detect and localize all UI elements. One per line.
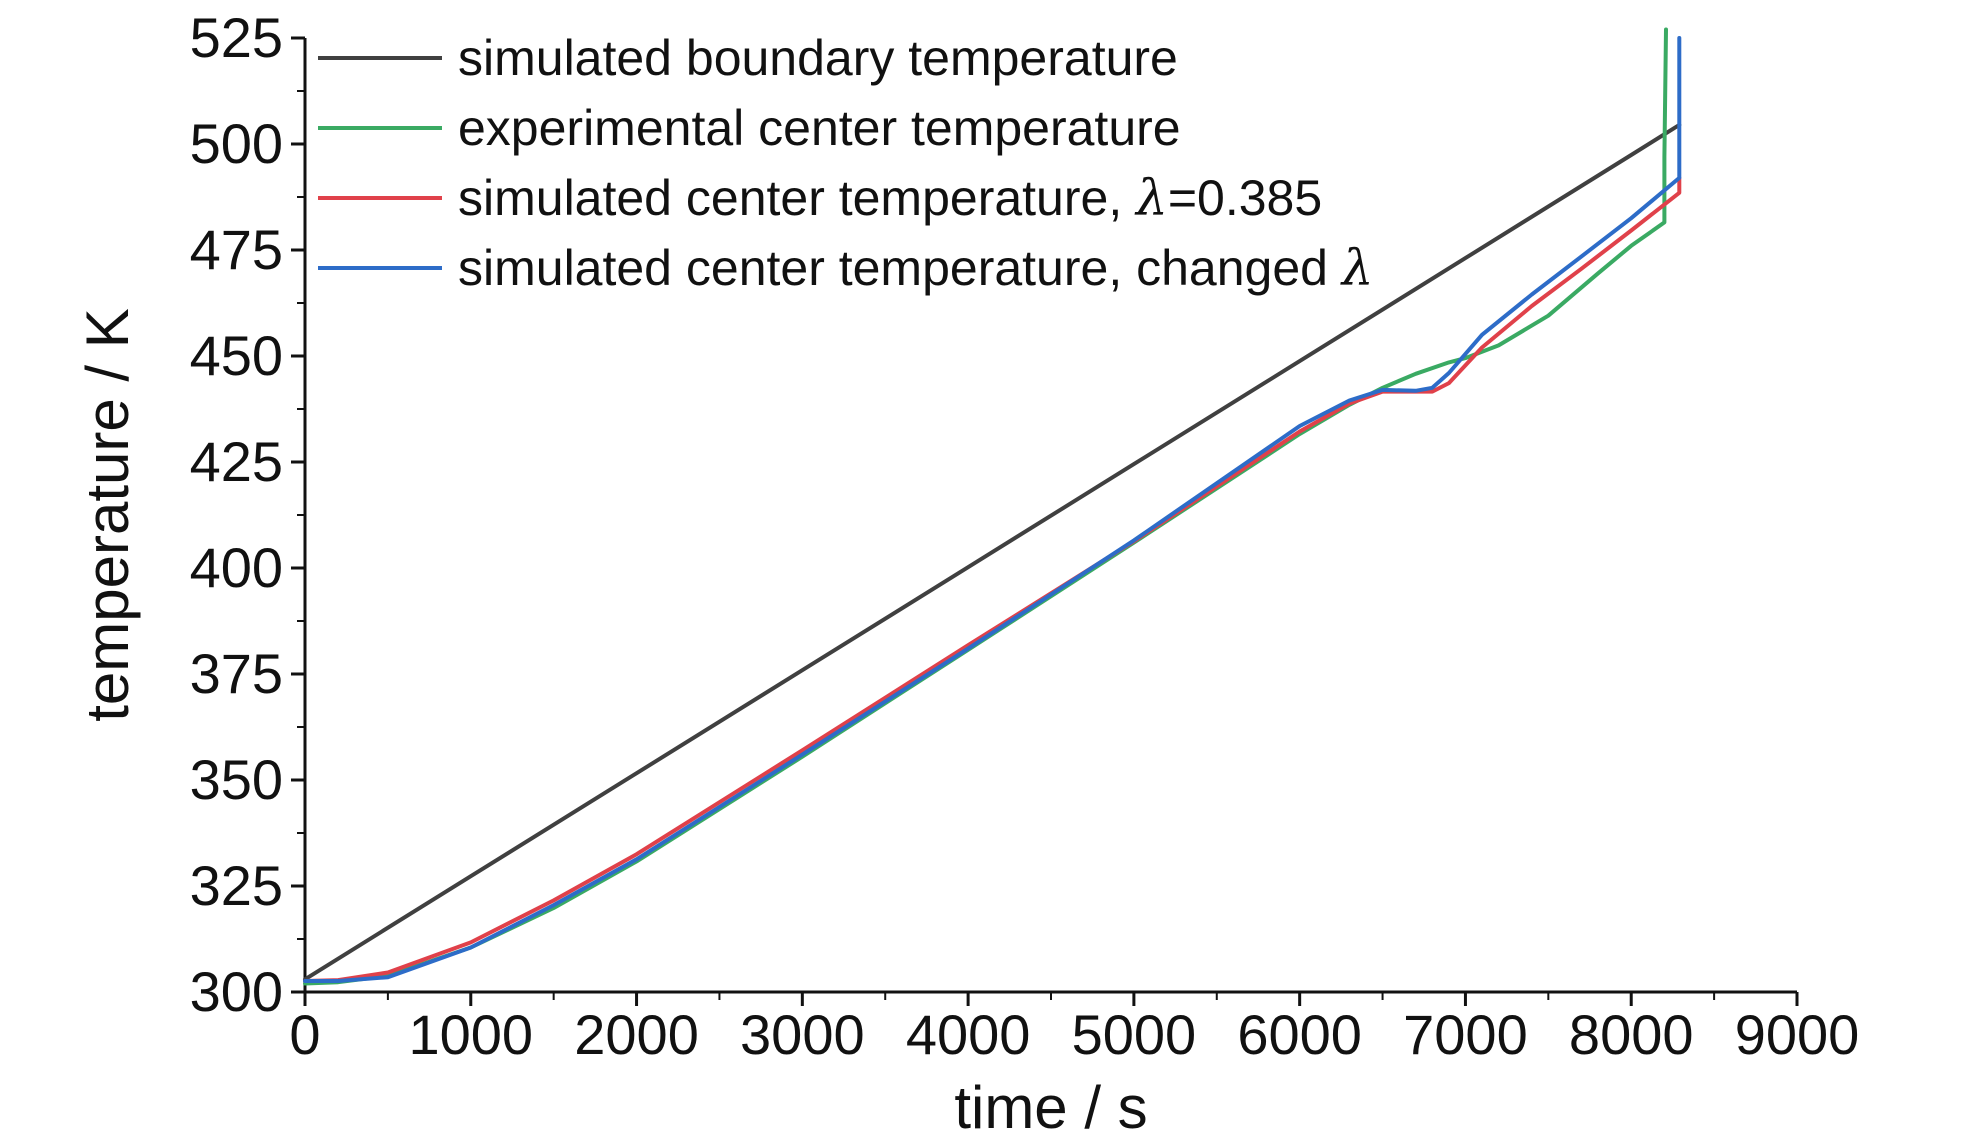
y-tick-label: 300: [190, 960, 283, 1023]
y-tick-label: 500: [190, 112, 283, 175]
y-tick-label: 400: [190, 536, 283, 599]
x-tick-label: 0: [289, 1003, 320, 1066]
series-line-3: [303, 175, 1682, 983]
x-tick-label: 6000: [1237, 1003, 1362, 1066]
x-ticks: 0 1000 2000 3000 4000 5000 6000 7000 8000 9000: [289, 992, 1859, 1066]
y-axis-title: temperature / K: [74, 308, 141, 722]
x-tick-label: 1000: [408, 1003, 533, 1066]
x-tick-label: 2000: [574, 1003, 699, 1066]
series-lines: [303, 27, 1682, 986]
y-tick-label: 375: [190, 642, 283, 705]
x-tick-label: 5000: [1072, 1003, 1197, 1066]
legend-label: simulated center temperature, λ=0.385: [458, 169, 1322, 227]
y-tick-label: 525: [190, 6, 283, 69]
y-ticks: 300 325 350 375 400 425 450 475 500 525: [190, 6, 305, 1023]
x-tick-label: 4000: [906, 1003, 1031, 1066]
legend-label: experimental center temperature: [458, 100, 1181, 156]
x-tick-label: 3000: [740, 1003, 865, 1066]
x-tick-label: 7000: [1403, 1003, 1528, 1066]
legend-label: simulated center temperature, changed λ: [458, 239, 1374, 297]
y-tick-label: 325: [190, 854, 283, 917]
y-tick-label: 450: [190, 324, 283, 387]
legend: simulated boundary temperature experiment…: [318, 30, 1374, 297]
x-tick-label: 9000: [1735, 1003, 1860, 1066]
legend-label: simulated boundary temperature: [458, 30, 1178, 86]
y-tick-label: 350: [190, 748, 283, 811]
series-line-1: [303, 122, 1682, 982]
x-axis-title: time / s: [954, 1074, 1147, 1134]
series-line-4: [303, 36, 1682, 983]
y-tick-label: 475: [190, 218, 283, 281]
y-tick-label: 425: [190, 430, 283, 493]
x-tick-label: 8000: [1569, 1003, 1694, 1066]
